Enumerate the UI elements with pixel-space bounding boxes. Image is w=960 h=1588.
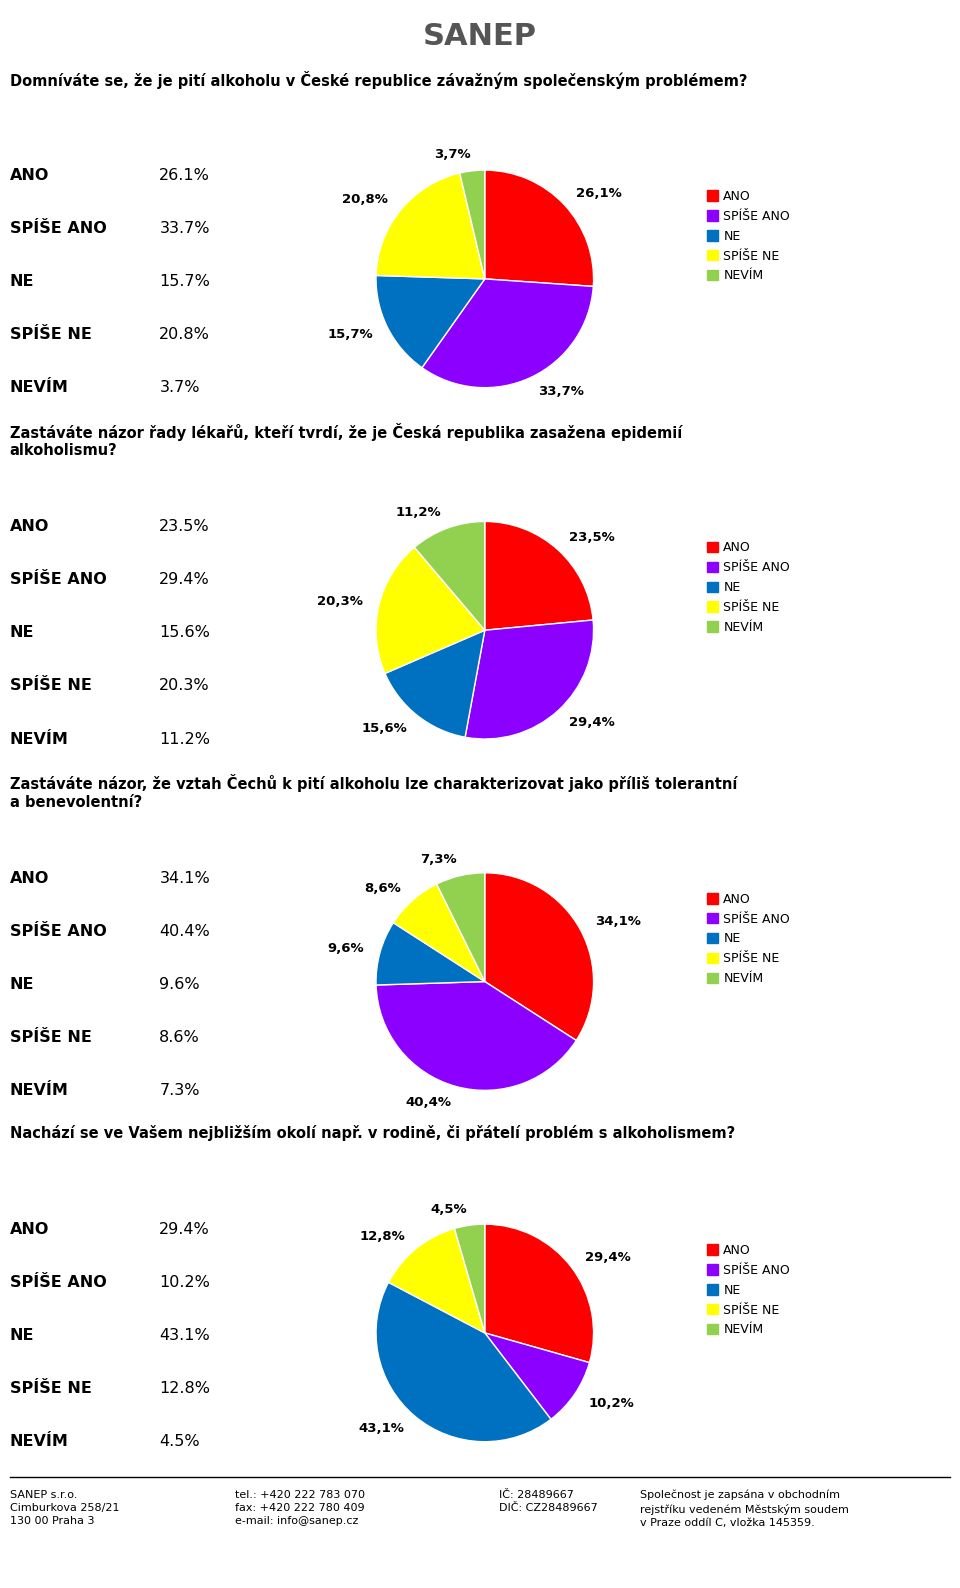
- Wedge shape: [437, 873, 485, 981]
- Text: NEVÍM: NEVÍM: [10, 1083, 68, 1097]
- Text: NE: NE: [10, 1328, 35, 1343]
- Wedge shape: [394, 885, 485, 981]
- Text: 7.3%: 7.3%: [159, 1083, 200, 1097]
- Wedge shape: [485, 521, 593, 630]
- Legend: ANO, SPÍŠE ANO, NE, SPÍŠE NE, NEVÍM: ANO, SPÍŠE ANO, NE, SPÍŠE NE, NEVÍM: [708, 1243, 790, 1337]
- Wedge shape: [376, 1283, 551, 1442]
- Wedge shape: [485, 1332, 589, 1420]
- Text: 29.4%: 29.4%: [159, 572, 210, 588]
- Text: 40.4%: 40.4%: [159, 924, 210, 939]
- Text: 7,3%: 7,3%: [420, 853, 456, 867]
- Text: 15,6%: 15,6%: [361, 721, 407, 735]
- Text: 9,6%: 9,6%: [327, 942, 364, 954]
- Text: 29,4%: 29,4%: [585, 1251, 631, 1264]
- Text: 20,8%: 20,8%: [342, 194, 388, 206]
- Text: ANO: ANO: [10, 1223, 49, 1237]
- Text: SPÍŠE NE: SPÍŠE NE: [10, 1031, 91, 1045]
- Text: 34.1%: 34.1%: [159, 870, 210, 886]
- Text: Domníváte se, že je pití alkoholu v České republice závažným společenským problé: Domníváte se, že je pití alkoholu v Česk…: [10, 71, 747, 89]
- Text: 10.2%: 10.2%: [159, 1275, 210, 1289]
- Text: SPÍŠE ANO: SPÍŠE ANO: [10, 1275, 107, 1289]
- Text: 15,7%: 15,7%: [327, 329, 372, 341]
- Text: 29,4%: 29,4%: [569, 716, 615, 729]
- Text: SPÍŠE ANO: SPÍŠE ANO: [10, 924, 107, 939]
- Text: 20,3%: 20,3%: [317, 596, 363, 608]
- Text: 4,5%: 4,5%: [430, 1202, 468, 1215]
- Wedge shape: [376, 923, 485, 985]
- Text: IČ: 28489667
DIČ: CZ28489667: IČ: 28489667 DIČ: CZ28489667: [499, 1490, 597, 1513]
- Text: Zastáváte názor řady lékařů, kteří tvrdí, že je Česká republika zasažena epidemi: Zastáváte názor řady lékařů, kteří tvrdí…: [10, 422, 682, 459]
- Text: 15.6%: 15.6%: [159, 626, 210, 640]
- Wedge shape: [376, 981, 576, 1091]
- Text: SPÍŠE NE: SPÍŠE NE: [10, 1382, 91, 1396]
- Text: 29.4%: 29.4%: [159, 1223, 210, 1237]
- Text: Nachází se ve Vašem nejbližším okolí např. v rodině, či přátelí problém s alkoho: Nachází se ve Vašem nejbližším okolí nap…: [10, 1126, 734, 1142]
- Text: 26,1%: 26,1%: [576, 187, 622, 200]
- Text: 12.8%: 12.8%: [159, 1382, 210, 1396]
- Wedge shape: [385, 630, 485, 737]
- Wedge shape: [376, 548, 485, 673]
- Wedge shape: [485, 170, 593, 286]
- Text: 4.5%: 4.5%: [159, 1434, 200, 1450]
- Text: SANEP: SANEP: [423, 22, 537, 51]
- Wedge shape: [376, 275, 485, 368]
- Text: 12,8%: 12,8%: [360, 1229, 406, 1242]
- Text: 40,4%: 40,4%: [405, 1096, 451, 1108]
- Text: 20.8%: 20.8%: [159, 327, 210, 341]
- Text: 26.1%: 26.1%: [159, 168, 210, 183]
- Wedge shape: [422, 279, 593, 387]
- Text: NEVÍM: NEVÍM: [10, 732, 68, 746]
- Text: ANO: ANO: [10, 519, 49, 535]
- Text: 34,1%: 34,1%: [594, 915, 640, 927]
- Text: 9.6%: 9.6%: [159, 977, 200, 992]
- Text: Společnost je zapsána v obchodním
rejstříku vedeném Městským soudem
v Praze oddí: Společnost je zapsána v obchodním rejstř…: [640, 1490, 849, 1528]
- Text: 23,5%: 23,5%: [569, 532, 614, 545]
- Text: Zastáváte názor, že vztah Čechů k pití alkoholu lze charakterizovat jako příliš : Zastáváte názor, že vztah Čechů k pití a…: [10, 775, 737, 810]
- Text: 8.6%: 8.6%: [159, 1031, 200, 1045]
- Text: NE: NE: [10, 977, 35, 992]
- Text: 33.7%: 33.7%: [159, 221, 210, 237]
- Text: 23.5%: 23.5%: [159, 519, 210, 535]
- Text: 8,6%: 8,6%: [365, 881, 401, 894]
- Text: 43,1%: 43,1%: [358, 1423, 404, 1436]
- Text: 33,7%: 33,7%: [539, 386, 585, 399]
- Wedge shape: [389, 1229, 485, 1332]
- Text: SANEP s.r.o.
Cimburkova 258/21
130 00 Praha 3: SANEP s.r.o. Cimburkova 258/21 130 00 Pr…: [10, 1490, 119, 1526]
- Text: 10,2%: 10,2%: [588, 1397, 634, 1410]
- Text: SPÍŠE NE: SPÍŠE NE: [10, 327, 91, 341]
- Wedge shape: [376, 173, 485, 279]
- Text: 11.2%: 11.2%: [159, 732, 210, 746]
- Text: ANO: ANO: [10, 168, 49, 183]
- Text: 20.3%: 20.3%: [159, 678, 210, 694]
- Wedge shape: [454, 1224, 485, 1332]
- Wedge shape: [415, 521, 485, 630]
- Text: NEVÍM: NEVÍM: [10, 1434, 68, 1450]
- Text: tel.: +420 222 783 070
fax: +420 222 780 409
e-mail: info@sanep.cz: tel.: +420 222 783 070 fax: +420 222 780…: [235, 1490, 366, 1526]
- Wedge shape: [485, 873, 593, 1040]
- Text: 43.1%: 43.1%: [159, 1328, 210, 1343]
- Text: 15.7%: 15.7%: [159, 275, 210, 289]
- Wedge shape: [485, 1224, 593, 1363]
- Text: 3.7%: 3.7%: [159, 380, 200, 395]
- Text: NE: NE: [10, 626, 35, 640]
- Text: NEVÍM: NEVÍM: [10, 380, 68, 395]
- Text: ANO: ANO: [10, 870, 49, 886]
- Text: SPÍŠE NE: SPÍŠE NE: [10, 678, 91, 694]
- Text: SPÍŠE ANO: SPÍŠE ANO: [10, 221, 107, 237]
- Text: NE: NE: [10, 275, 35, 289]
- Legend: ANO, SPÍŠE ANO, NE, SPÍŠE NE, NEVÍM: ANO, SPÍŠE ANO, NE, SPÍŠE NE, NEVÍM: [708, 892, 790, 985]
- Wedge shape: [460, 170, 485, 279]
- Text: 11,2%: 11,2%: [396, 507, 442, 519]
- Wedge shape: [465, 619, 593, 738]
- Legend: ANO, SPÍŠE ANO, NE, SPÍŠE NE, NEVÍM: ANO, SPÍŠE ANO, NE, SPÍŠE NE, NEVÍM: [708, 542, 790, 634]
- Text: 3,7%: 3,7%: [434, 148, 470, 160]
- Legend: ANO, SPÍŠE ANO, NE, SPÍŠE NE, NEVÍM: ANO, SPÍŠE ANO, NE, SPÍŠE NE, NEVÍM: [708, 191, 790, 283]
- Text: SPÍŠE ANO: SPÍŠE ANO: [10, 572, 107, 588]
